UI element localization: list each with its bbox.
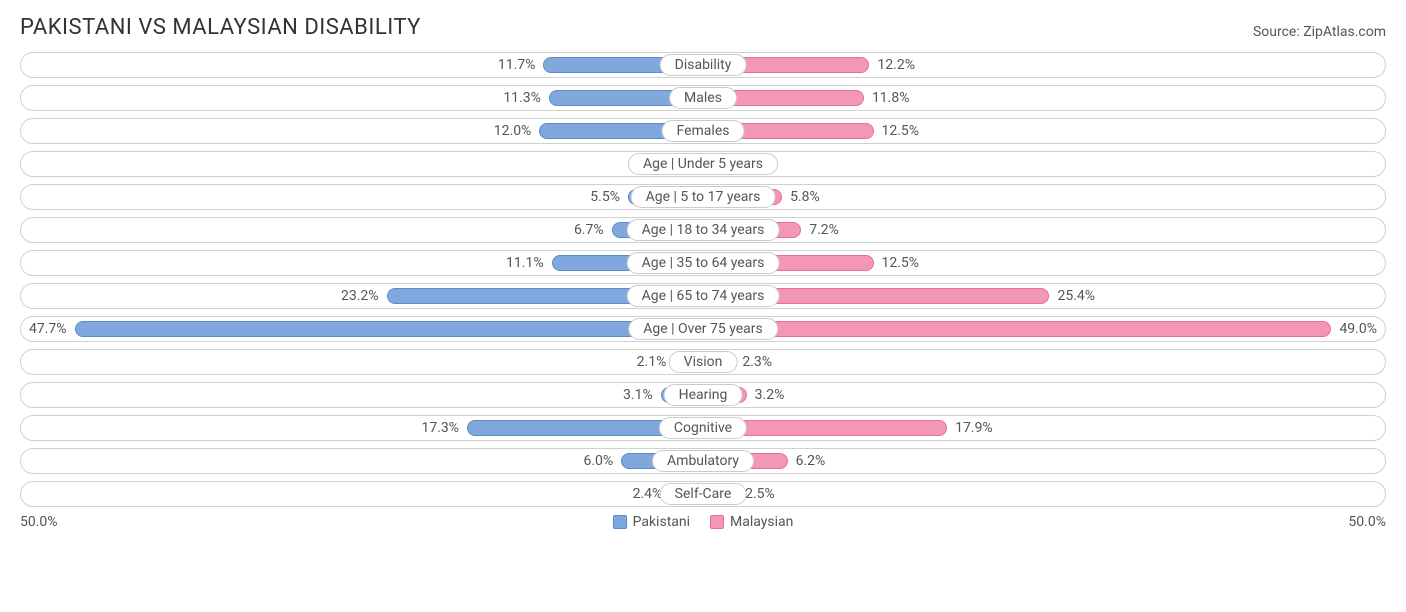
- category-label: Hearing: [664, 384, 743, 406]
- category-label: Age | Under 5 years: [628, 153, 778, 175]
- left-half: 11.1%: [21, 251, 703, 275]
- chart-row: 17.3% 17.9% Cognitive: [20, 415, 1386, 441]
- right-half: 11.8%: [703, 86, 1385, 110]
- value-label-right: 6.2%: [788, 453, 834, 469]
- value-label-right: 17.9%: [947, 420, 1001, 436]
- left-half: 11.3%: [21, 86, 703, 110]
- right-half: 25.4%: [703, 284, 1385, 308]
- value-label-right: 12.5%: [874, 255, 928, 271]
- right-half: 2.3%: [703, 350, 1385, 374]
- right-half: 12.2%: [703, 53, 1385, 77]
- value-label-left: 17.3%: [413, 420, 467, 436]
- value-label-right: 3.2%: [747, 387, 793, 403]
- right-half: 6.2%: [703, 449, 1385, 473]
- chart-row: 6.7% 7.2% Age | 18 to 34 years: [20, 217, 1386, 243]
- bar-right: [703, 321, 1331, 337]
- left-half: 2.1%: [21, 350, 703, 374]
- legend-item-malaysian: Malaysian: [710, 514, 793, 530]
- value-label-left: 23.2%: [333, 288, 387, 304]
- value-label-left: 11.3%: [495, 90, 549, 106]
- butterfly-chart: 11.7% 12.2% Disability 11.3% 11.8% Males 12.0%…: [20, 52, 1386, 507]
- category-label: Age | 18 to 34 years: [627, 219, 780, 241]
- right-half: 5.8%: [703, 185, 1385, 209]
- right-half: 12.5%: [703, 251, 1385, 275]
- legend-label: Malaysian: [730, 514, 793, 530]
- category-label: Males: [669, 87, 737, 109]
- right-half: 12.5%: [703, 119, 1385, 143]
- chart-row: 23.2% 25.4% Age | 65 to 74 years: [20, 283, 1386, 309]
- chart-title: PAKISTANI VS MALAYSIAN DISABILITY: [20, 15, 421, 40]
- value-label-right: 2.3%: [734, 354, 780, 370]
- value-label-left: 47.7%: [21, 321, 75, 337]
- category-label: Age | 5 to 17 years: [631, 186, 776, 208]
- chart-row: 3.1% 3.2%Hearing: [20, 382, 1386, 408]
- chart-row: 5.5% 5.8% Age | 5 to 17 years: [20, 184, 1386, 210]
- right-half: 49.0%: [703, 317, 1385, 341]
- value-label-left: 11.7%: [490, 57, 544, 73]
- value-label-left: 2.1%: [629, 354, 675, 370]
- chart-row: 47.7% 49.0% Age | Over 75 years: [20, 316, 1386, 342]
- chart-source: Source: ZipAtlas.com: [1253, 24, 1386, 40]
- chart-row: 12.0% 12.5% Females: [20, 118, 1386, 144]
- category-label: Vision: [669, 351, 738, 373]
- legend-label: Pakistani: [633, 514, 690, 530]
- left-half: 47.7%: [21, 317, 703, 341]
- left-half: 23.2%: [21, 284, 703, 308]
- left-half: 3.1%: [21, 383, 703, 407]
- left-half: 2.4%: [21, 482, 703, 506]
- right-half: 7.2%: [703, 218, 1385, 242]
- value-label-right: 5.8%: [782, 189, 828, 205]
- value-label-right: 49.0%: [1331, 321, 1385, 337]
- left-half: 17.3%: [21, 416, 703, 440]
- category-label: Age | 65 to 74 years: [627, 285, 780, 307]
- chart-row: 2.4%2.5%Self-Care: [20, 481, 1386, 507]
- value-label-left: 11.1%: [498, 255, 552, 271]
- category-label: Disability: [660, 54, 747, 76]
- left-half: 11.7%: [21, 53, 703, 77]
- chart-row: 11.1% 12.5% Age | 35 to 64 years: [20, 250, 1386, 276]
- value-label-left: 12.0%: [486, 123, 540, 139]
- swatch-icon: [710, 515, 724, 529]
- value-label-left: 6.0%: [575, 453, 621, 469]
- right-half: 3.2%: [703, 383, 1385, 407]
- left-half: 1.3%: [21, 152, 703, 176]
- right-half: 17.9%: [703, 416, 1385, 440]
- value-label-right: 25.4%: [1049, 288, 1103, 304]
- right-half: 1.3%: [703, 152, 1385, 176]
- right-half: 2.5%: [703, 482, 1385, 506]
- value-label-right: 7.2%: [801, 222, 847, 238]
- category-label: Age | 35 to 64 years: [627, 252, 780, 274]
- value-label-right: 12.2%: [869, 57, 923, 73]
- legend-item-pakistani: Pakistani: [613, 514, 690, 530]
- category-label: Self-Care: [660, 483, 747, 505]
- left-half: 12.0%: [21, 119, 703, 143]
- swatch-icon: [613, 515, 627, 529]
- value-label-left: 3.1%: [615, 387, 661, 403]
- value-label-right: 11.8%: [864, 90, 918, 106]
- axis-max-left: 50.0%: [20, 514, 58, 530]
- legend: Pakistani Malaysian: [613, 514, 794, 530]
- chart-row: 1.3%1.3%Age | Under 5 years: [20, 151, 1386, 177]
- category-label: Cognitive: [659, 417, 747, 439]
- category-label: Age | Over 75 years: [628, 318, 778, 340]
- value-label-right: 12.5%: [874, 123, 928, 139]
- category-label: Females: [662, 120, 745, 142]
- chart-row: 2.1% 2.3%Vision: [20, 349, 1386, 375]
- left-half: 6.7%: [21, 218, 703, 242]
- left-half: 6.0%: [21, 449, 703, 473]
- bar-left: [75, 321, 703, 337]
- value-label-left: 6.7%: [566, 222, 612, 238]
- value-label-left: 5.5%: [582, 189, 628, 205]
- chart-row: 6.0% 6.2% Ambulatory: [20, 448, 1386, 474]
- axis-max-right: 50.0%: [1348, 514, 1386, 530]
- left-half: 5.5%: [21, 185, 703, 209]
- chart-row: 11.7% 12.2% Disability: [20, 52, 1386, 78]
- chart-row: 11.3% 11.8% Males: [20, 85, 1386, 111]
- category-label: Ambulatory: [652, 450, 754, 472]
